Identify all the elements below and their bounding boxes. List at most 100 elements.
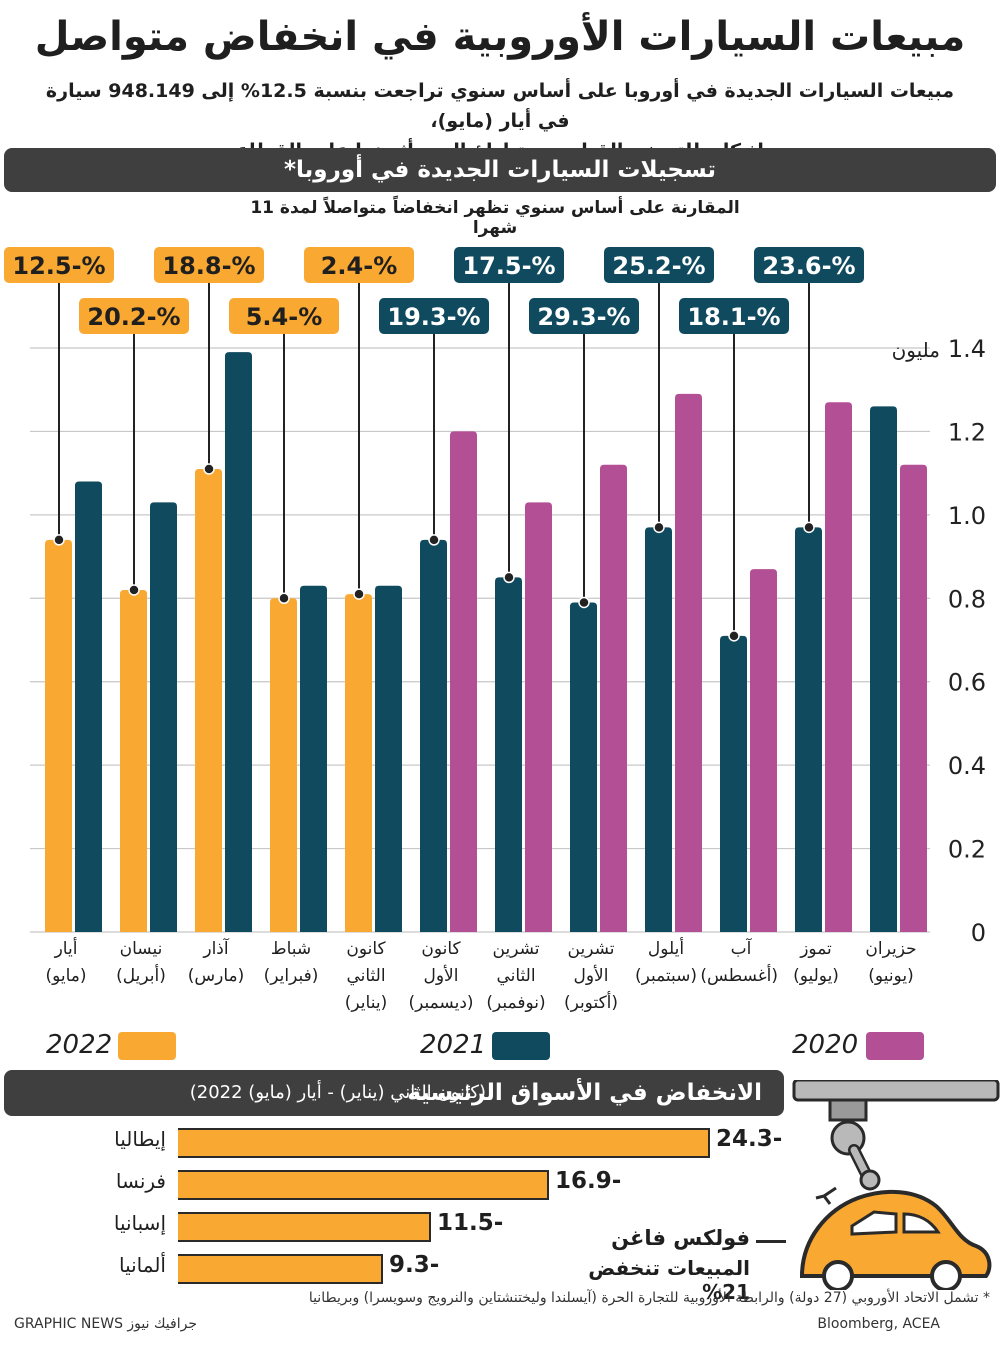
month-label-line: (يناير) <box>344 993 388 1013</box>
y-tick-label: 0.6 <box>948 669 986 697</box>
legend-label-2020: 2020 <box>792 1030 859 1060</box>
month-label: تشرين الثاني (نوفمبر) <box>479 936 553 1017</box>
callout-dot <box>128 584 140 596</box>
bar-prev-year <box>570 602 597 932</box>
bar-prev-year <box>345 594 372 932</box>
credit-sources: Bloomberg, ACEA <box>817 1316 940 1332</box>
change-badge-label: 25.2-% <box>612 252 705 280</box>
month-label-line: الثاني <box>496 966 536 986</box>
bar-prev-year <box>420 539 447 932</box>
callout-dot <box>653 521 665 534</box>
month-label-line: كانون <box>346 939 386 959</box>
market-bar <box>178 1212 431 1242</box>
change-badge-label: 29.3-% <box>537 303 630 331</box>
y-unit-label: مليون <box>892 338 940 362</box>
month-label-line: (أكتوبر) <box>563 993 619 1013</box>
y-tick-label: 0.4 <box>948 752 986 780</box>
month-label: آب (أغسطس) <box>700 936 778 990</box>
change-badge <box>154 247 264 283</box>
vw-sales-drop: المبيعات تنخفض 21% <box>588 1256 750 1304</box>
month-label-line: (أبريل) <box>116 966 166 986</box>
month-label: أيلول (سبتمبر) <box>629 936 703 990</box>
callout-dot <box>53 534 65 546</box>
month-label-line: (يوليو) <box>793 966 839 986</box>
vw-pointer-line <box>756 1240 786 1243</box>
bar-comparison-year <box>525 502 552 932</box>
page-title: مبيعات السيارات الأوروبية في انخفاض متوا… <box>34 14 966 60</box>
month-label-line: (سبتمبر) <box>634 966 698 986</box>
market-name: إيطاليا <box>114 1127 166 1151</box>
y-tick-label: 0.2 <box>948 836 986 864</box>
legend-swatch-2020 <box>866 1032 924 1060</box>
market-bar <box>178 1170 549 1200</box>
bar-comparison-year <box>150 502 177 932</box>
callout-dot <box>428 534 440 546</box>
change-badge-label: 20.2-% <box>87 303 180 331</box>
bar-prev-year <box>120 589 147 932</box>
month-label: آذار (مارس) <box>179 936 253 990</box>
market-value: 16.9- <box>555 1168 622 1194</box>
change-badge-label: 23.6-% <box>762 252 855 280</box>
footnote: * تشمل الاتحاد الأوروبي (27 دولة) والراب… <box>308 1290 990 1306</box>
markets-title: الانخفاض في الأسواق الرئيسية <box>407 1080 762 1106</box>
legend-label-2022: 2022 <box>46 1030 113 1060</box>
credit-graphic-news: GRAPHIC NEWS جرافيك نيوز <box>14 1316 197 1332</box>
markets-section-header: الانخفاض في الأسواق الرئيسية (كانون الثا… <box>4 1070 784 1116</box>
legend-label-2021: 2021 <box>420 1030 487 1060</box>
market-bar <box>178 1254 383 1284</box>
bar-comparison-year <box>600 464 627 932</box>
market-value: 11.5- <box>437 1210 504 1236</box>
change-badge <box>4 247 114 283</box>
change-badge <box>604 247 714 283</box>
month-label: حزيران (يونيو) <box>854 936 928 990</box>
bar-comparison-year <box>825 402 852 932</box>
change-badge-label: 5.4-% <box>246 303 323 331</box>
bar-prev-year <box>495 577 522 932</box>
bar-prev-year <box>795 527 822 932</box>
month-label: تشرين الأول (أكتوبر) <box>554 936 628 1017</box>
markets-subtitle: (كانون الثاني (يناير) - أيار (مايو) 2022… <box>189 1082 486 1103</box>
market-name: إسبانيا <box>113 1211 166 1235</box>
change-badge-label: 18.8-% <box>162 252 255 280</box>
bar-prev-year <box>870 406 897 932</box>
month-label-line: (أغسطس) <box>700 966 778 986</box>
month-label: كانون الثاني (يناير) <box>329 936 403 1017</box>
y-tick-label: 1.2 <box>948 418 986 446</box>
month-label-line: أيلول <box>647 939 685 959</box>
change-badge <box>79 298 189 334</box>
callout-dot <box>803 521 815 534</box>
month-label: كانون الأول (ديسمبر) <box>404 936 478 1017</box>
callout-dot <box>728 630 740 642</box>
callout-dot <box>278 592 290 605</box>
change-badge <box>754 247 864 283</box>
callout-dot <box>353 588 365 600</box>
change-badge-label: 12.5-% <box>12 252 105 280</box>
bar-comparison-year <box>450 431 477 932</box>
month-label-line: الأول <box>573 966 609 986</box>
month-label-line: (ديسمبر) <box>408 993 474 1013</box>
y-tick-label: 0 <box>971 919 986 947</box>
bar-comparison-year <box>375 585 402 932</box>
change-badge-label: 2.4-% <box>321 252 398 280</box>
month-label-line: تشرين <box>567 939 615 959</box>
change-badge <box>304 247 414 283</box>
bar-prev-year <box>270 598 297 932</box>
legend-swatch-2022 <box>118 1032 176 1060</box>
month-label: تموز (يوليو) <box>779 936 853 990</box>
market-value: 9.3- <box>389 1252 440 1278</box>
month-label-line: الأول <box>423 966 459 986</box>
bar-prev-year <box>720 635 747 932</box>
y-tick-label: 1.0 <box>948 502 986 530</box>
change-badge <box>229 298 339 334</box>
month-label-line: (مارس) <box>187 966 245 986</box>
month-label: شباط (فبراير) <box>254 936 328 990</box>
callout-dot <box>503 571 515 584</box>
month-label-line: كانون <box>421 939 461 959</box>
month-label-line: الثاني <box>346 966 386 986</box>
market-value: 24.3- <box>716 1126 783 1152</box>
registrations-chart: 0 0.2 0.4 0.6 0.8 1.0 1.2 1.4 مليون 12.5-% 20.2-% 1… <box>4 247 986 947</box>
registrations-section-header: تسجيلات السيارات الجديدة في أوروبا* <box>4 148 996 192</box>
change-badge-label: 18.1-% <box>687 303 780 331</box>
market-bar <box>178 1128 710 1158</box>
bar-prev-year <box>195 468 222 932</box>
